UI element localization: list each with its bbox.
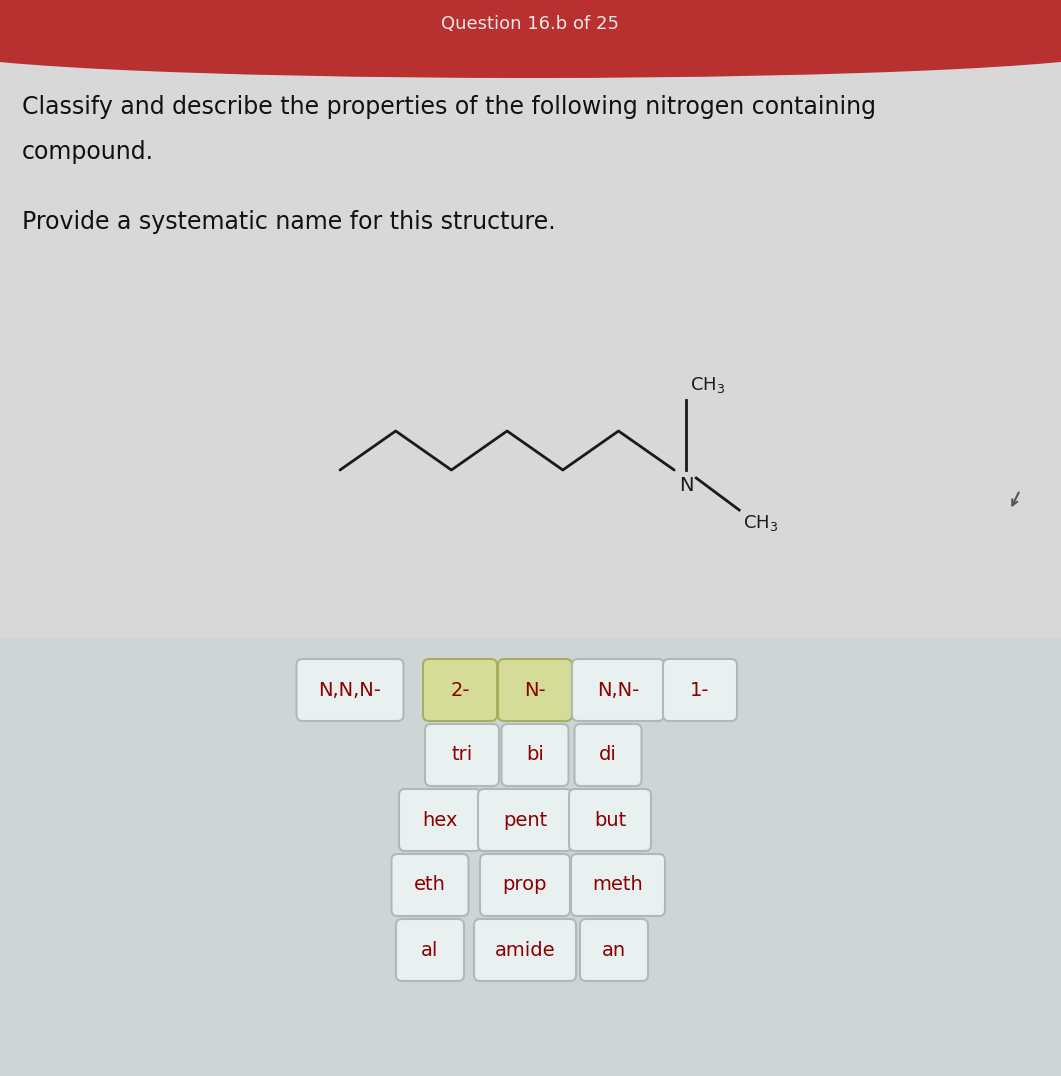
Text: N: N xyxy=(679,476,694,495)
Text: meth: meth xyxy=(593,876,643,894)
FancyBboxPatch shape xyxy=(0,0,1061,48)
Text: N,N,N-: N,N,N- xyxy=(318,680,382,699)
FancyBboxPatch shape xyxy=(392,854,469,916)
Text: Question 16.b of 25: Question 16.b of 25 xyxy=(441,15,619,33)
FancyBboxPatch shape xyxy=(498,659,572,721)
FancyBboxPatch shape xyxy=(580,919,648,981)
Text: al: al xyxy=(421,940,438,960)
Text: eth: eth xyxy=(414,876,446,894)
Ellipse shape xyxy=(0,18,1061,77)
Text: pent: pent xyxy=(503,810,547,830)
Text: Classify and describe the properties of the following nitrogen containing: Classify and describe the properties of … xyxy=(22,95,876,119)
FancyBboxPatch shape xyxy=(574,724,642,785)
Text: CH$_3$: CH$_3$ xyxy=(743,513,779,533)
Text: 1-: 1- xyxy=(691,680,710,699)
FancyBboxPatch shape xyxy=(296,659,403,721)
Text: compound.: compound. xyxy=(22,140,154,164)
FancyBboxPatch shape xyxy=(480,854,570,916)
FancyBboxPatch shape xyxy=(569,789,651,851)
FancyBboxPatch shape xyxy=(423,659,497,721)
FancyBboxPatch shape xyxy=(479,789,572,851)
FancyBboxPatch shape xyxy=(502,724,569,785)
Text: tri: tri xyxy=(451,746,472,765)
Text: Provide a systematic name for this structure.: Provide a systematic name for this struc… xyxy=(22,210,556,233)
Text: but: but xyxy=(594,810,626,830)
Text: an: an xyxy=(602,940,626,960)
Text: bi: bi xyxy=(526,746,544,765)
Text: N-: N- xyxy=(524,680,545,699)
Text: N,N-: N,N- xyxy=(597,680,639,699)
FancyBboxPatch shape xyxy=(572,659,664,721)
FancyBboxPatch shape xyxy=(425,724,499,785)
FancyBboxPatch shape xyxy=(396,919,464,981)
Text: amide: amide xyxy=(494,940,555,960)
FancyBboxPatch shape xyxy=(399,789,481,851)
FancyBboxPatch shape xyxy=(474,919,576,981)
FancyBboxPatch shape xyxy=(663,659,737,721)
Text: di: di xyxy=(599,746,616,765)
Text: prop: prop xyxy=(503,876,547,894)
Bar xyxy=(0,48,1061,638)
Text: CH$_3$: CH$_3$ xyxy=(691,376,726,395)
FancyBboxPatch shape xyxy=(571,854,665,916)
Bar xyxy=(0,638,1061,1076)
Text: hex: hex xyxy=(422,810,457,830)
Text: 2-: 2- xyxy=(450,680,470,699)
